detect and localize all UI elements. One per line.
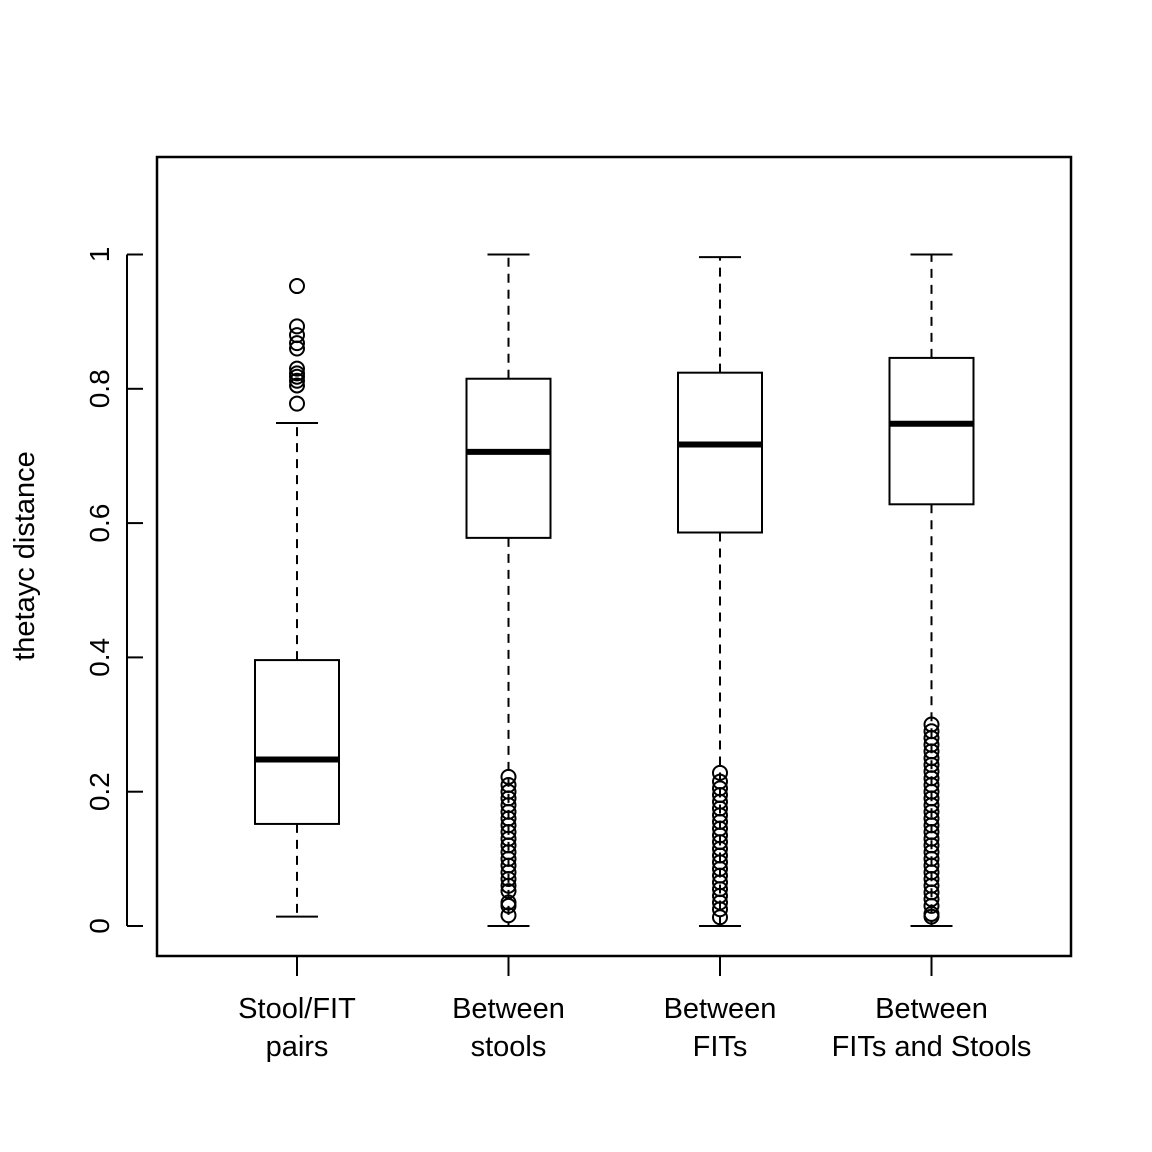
outlier-point (289, 365, 305, 382)
outlier-point (289, 377, 305, 394)
outlier-point (712, 780, 728, 797)
outlier-point (500, 768, 517, 785)
iqr-box (254, 659, 340, 825)
x-tick-label: Between FITs and Stools (832, 993, 1032, 1063)
x-tick-label: Between stools (452, 993, 565, 1063)
y-axis-label: thetayc distance (9, 451, 41, 661)
iqr-box (677, 371, 763, 534)
x-tick-label-line: stools (471, 1031, 547, 1063)
iqr-box (888, 356, 975, 506)
outlier-point (500, 907, 517, 924)
box-group (677, 256, 763, 927)
outlier-point (289, 335, 305, 352)
boxes-layer (254, 253, 975, 927)
axes-layer: 0 0.2 0.4 0.6 0.8 1 Stool/FIT pairs Between stool… (84, 247, 1031, 1063)
x-tick-label-line: Between (452, 993, 565, 1025)
box-group (254, 278, 340, 918)
y-tick-label: 0.4 (84, 638, 115, 677)
outlier-point (923, 723, 940, 740)
outlier-point (923, 716, 940, 733)
outlier-point (712, 764, 728, 781)
y-tick-label: 0.6 (84, 504, 115, 543)
y-tick-label: 0 (84, 918, 115, 934)
outlier-point (289, 327, 305, 344)
box-group (888, 253, 975, 927)
x-tick-label-line: FITs (693, 1031, 748, 1063)
y-tick-label: 0.2 (84, 772, 115, 811)
outlier-point (289, 318, 305, 335)
outlier-point (500, 776, 517, 793)
outlier-point (500, 894, 517, 911)
outlier-point (289, 278, 305, 295)
outlier-point (500, 883, 517, 900)
outlier-point (289, 372, 305, 389)
y-tick-label: 0.8 (84, 369, 115, 408)
iqr-box (465, 377, 552, 539)
x-tick-label-line: Stool/FIT (238, 993, 356, 1025)
plot-frame (155, 155, 1073, 958)
outlier-point (289, 395, 305, 412)
x-tick-label-line: Between (875, 993, 988, 1025)
box-group (465, 253, 552, 927)
x-tick-label-line: pairs (266, 1031, 329, 1063)
x-tick-label: Between FITs (664, 993, 777, 1063)
y-tick-label: 1 (84, 247, 115, 263)
outlier-point (712, 773, 728, 790)
x-tick-label-line: FITs and Stools (832, 1031, 1032, 1063)
outlier-point (289, 360, 305, 377)
x-tick-label: Stool/FIT pairs (238, 993, 356, 1063)
x-tick-label-line: Between (664, 993, 777, 1025)
